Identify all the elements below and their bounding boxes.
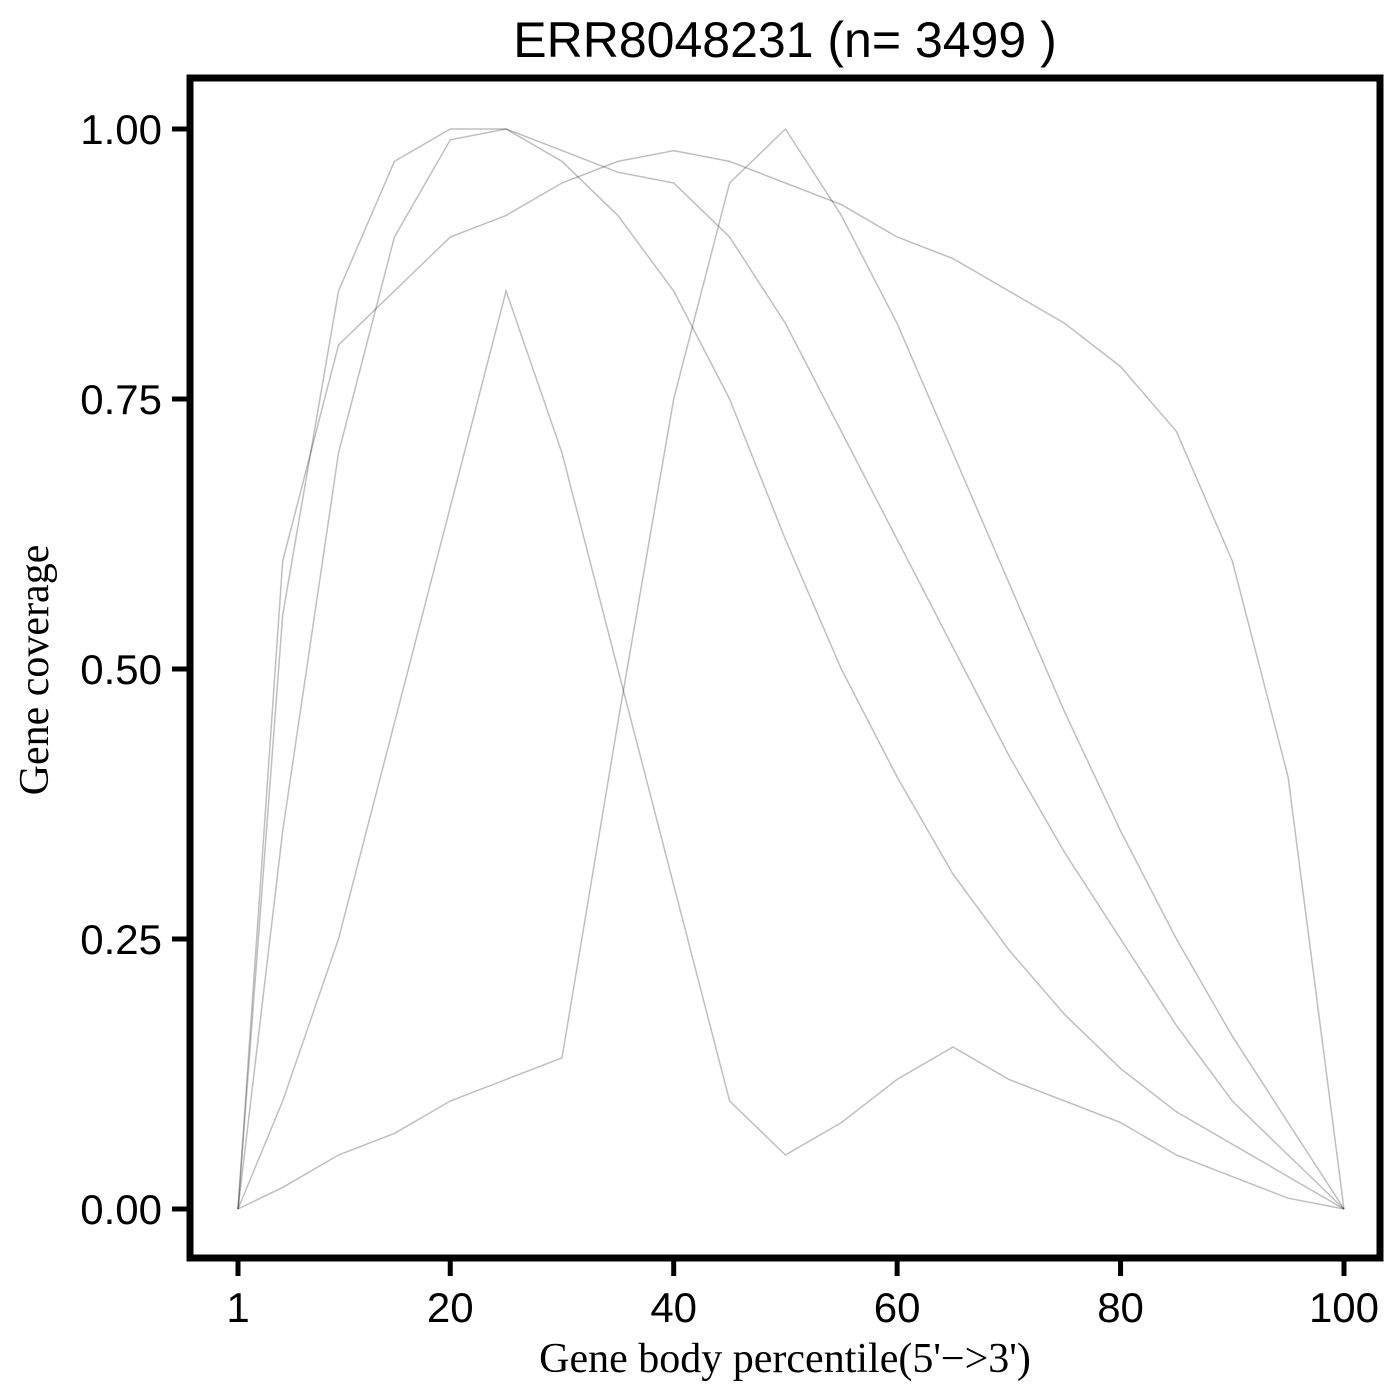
y-axis-ticks: 0.00 0.25 0.50 0.75 1.00 — [80, 106, 190, 1233]
y-tick-label: 0.50 — [80, 646, 162, 693]
x-tick-label: 20 — [427, 1284, 474, 1331]
x-tick-label: 1 — [226, 1284, 249, 1331]
y-tick-label: 0.25 — [80, 916, 162, 963]
y-tick-label: 1.00 — [80, 106, 162, 153]
chart-title: ERR8048231 (n= 3499 ) — [513, 12, 1056, 68]
x-tick-label: 60 — [874, 1284, 921, 1331]
y-tick-label: 0.75 — [80, 376, 162, 423]
coverage-lines — [237, 127, 1345, 1210]
x-tick-label: 40 — [650, 1284, 697, 1331]
x-axis-label: Gene body percentile(5'−>3') — [539, 1336, 1031, 1382]
coverage-line-1 — [237, 128, 1345, 1210]
coverage-line-3 — [237, 288, 1345, 1210]
coverage-line-2 — [237, 127, 1345, 1210]
coverage-line-0 — [237, 128, 1345, 1210]
coverage-line-4 — [237, 149, 1345, 1210]
y-axis-label: Gene coverage — [12, 545, 58, 796]
plot-frame — [186, 74, 1384, 1262]
y-tick-label: 0.00 — [80, 1186, 162, 1233]
x-tick-label: 80 — [1097, 1284, 1144, 1331]
x-axis-ticks: 1 20 40 60 80 100 — [226, 1258, 1379, 1331]
x-tick-label: 100 — [1309, 1284, 1379, 1331]
